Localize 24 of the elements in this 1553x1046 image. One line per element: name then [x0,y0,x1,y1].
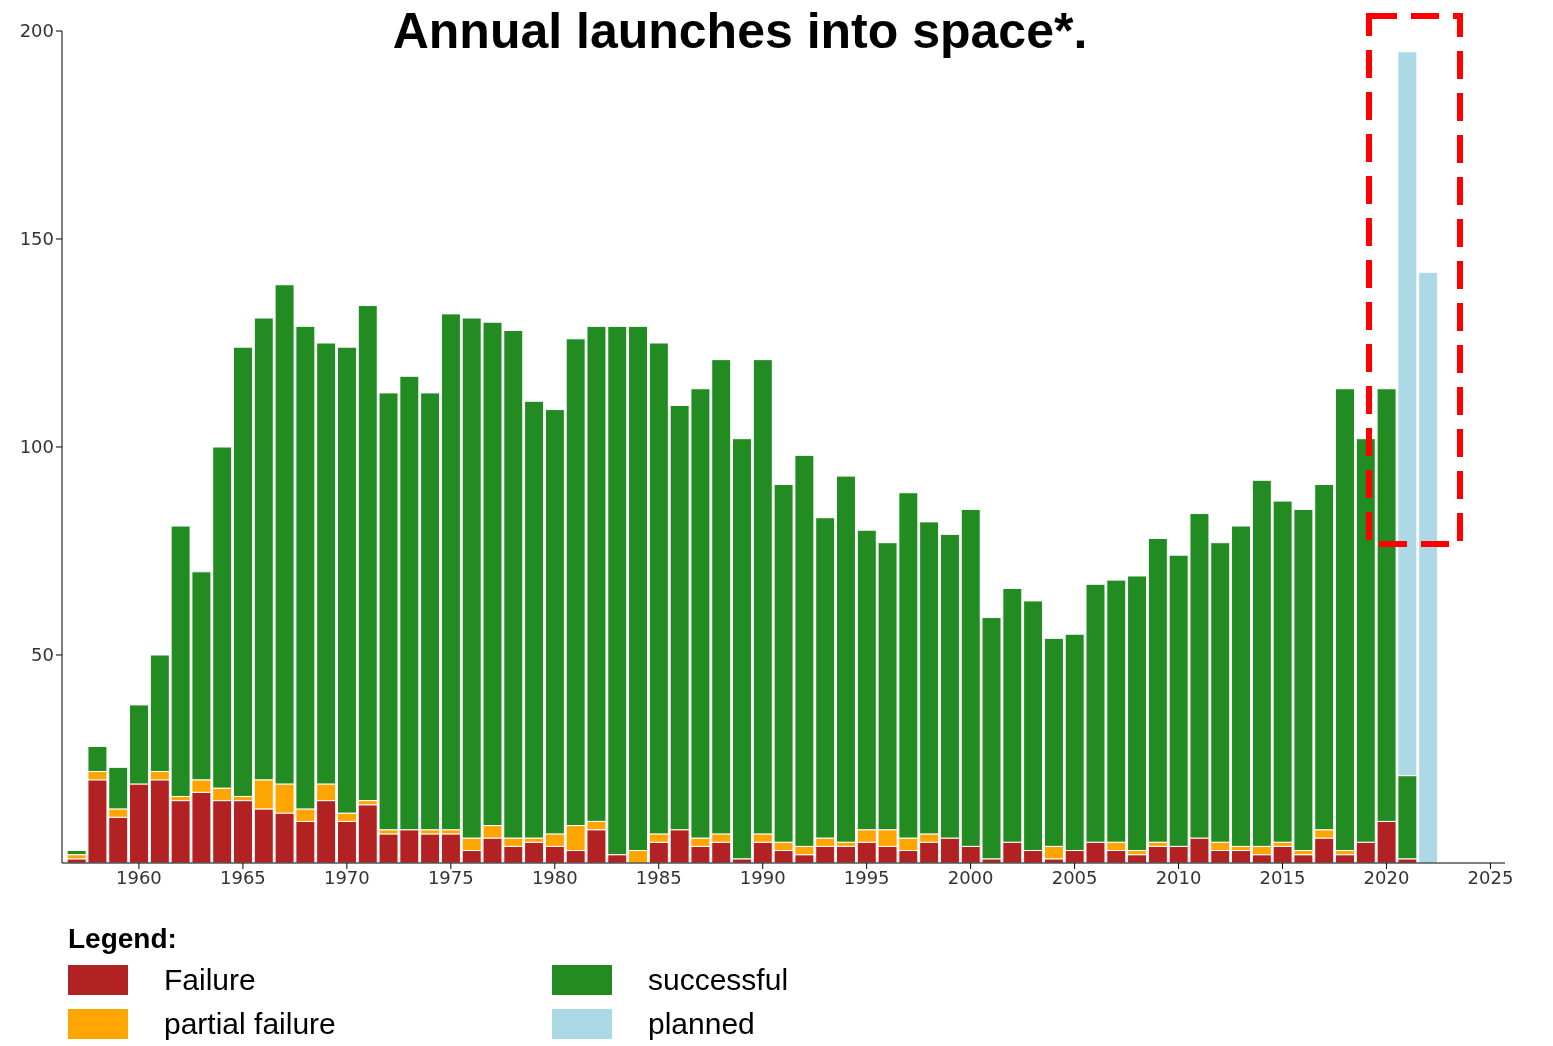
x-tick-label: 1975 [427,866,474,888]
x-tick-label: 2000 [947,866,994,888]
legend-title: Legend: [68,923,178,955]
legend-label: partial failure [164,1007,336,1041]
x-tick-label: 1965 [219,866,266,888]
x-tick-label: 1990 [739,866,786,888]
x-tick-label: 1980 [531,866,578,888]
x-tick-label: 1970 [323,866,370,888]
y-tick-label: 200 [19,20,54,42]
x-tick-label: 1960 [116,866,162,888]
x-tick-label: 2015 [1259,866,1306,888]
legend-label: Failure [164,963,256,997]
x-tick-label: 1985 [635,866,682,888]
legend-label: successful [648,963,789,997]
x-tick-label: 2025 [1467,866,1514,888]
y-tick-label: 150 [19,228,54,250]
chart-title: Annual launches into space*. [392,3,1088,59]
x-tick-label: 2010 [1155,866,1202,888]
y-tick-label: 100 [19,436,54,458]
x-tick-label: 2005 [1051,866,1098,888]
x-tick-label: 1995 [843,866,890,888]
y-tick-label: 50 [31,644,54,666]
x-tick-label: 2020 [1363,866,1410,888]
legend-label: planned [648,1007,755,1041]
